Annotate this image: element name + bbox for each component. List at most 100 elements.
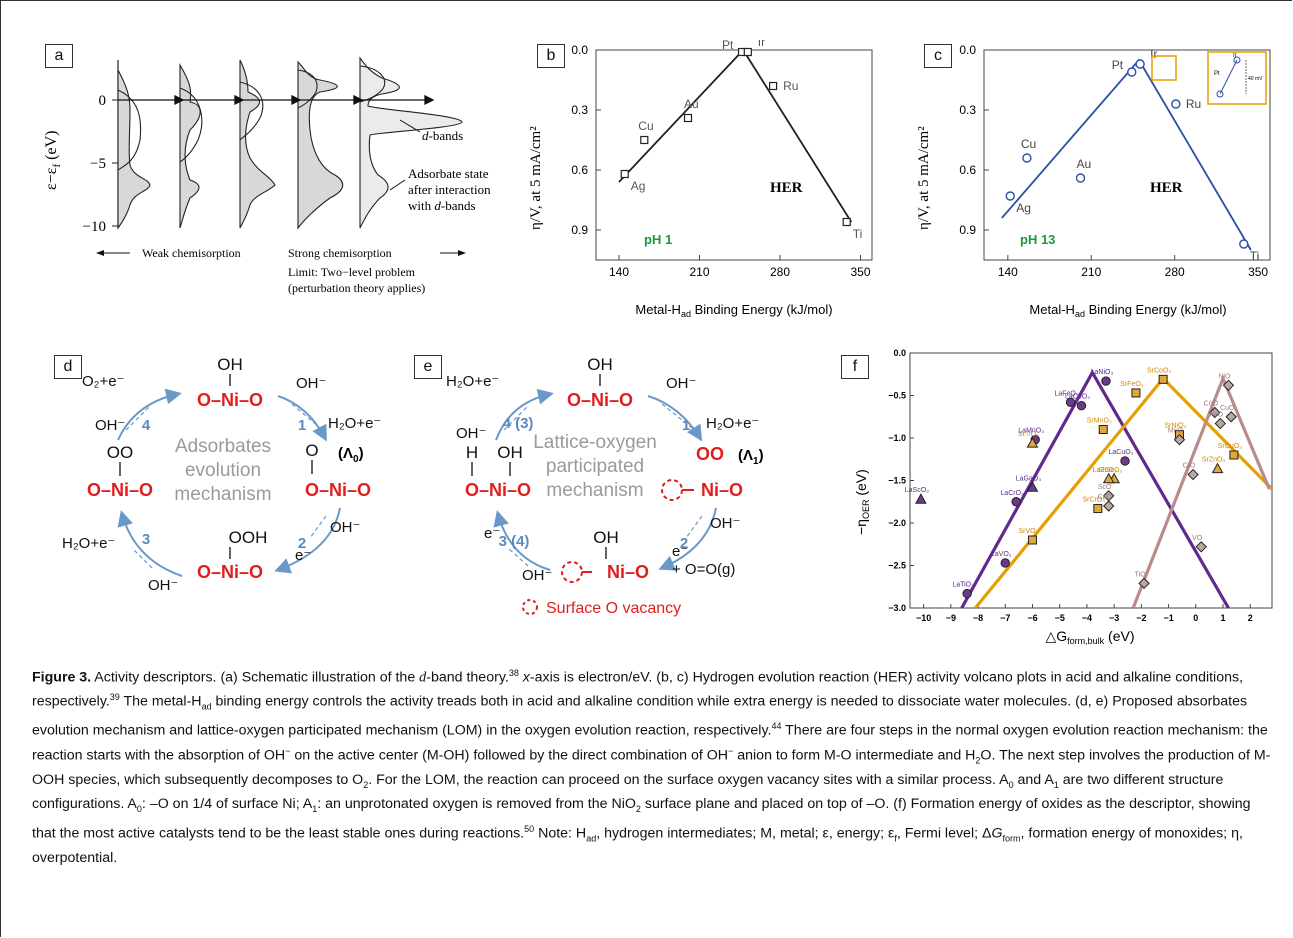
f-point-label-LaNiO₃: LaNiO₃ bbox=[1091, 369, 1114, 376]
panel-f-ylabel: −ηOER (eV) bbox=[853, 469, 871, 535]
f-point-label-LaZnO₃: LaZnO₃ bbox=[1093, 467, 1117, 474]
c-marks-ytick-label-1: 0.3 bbox=[959, 103, 976, 117]
f-xtick-label-9: −1 bbox=[1163, 613, 1173, 623]
f-point-SrMnO₃ bbox=[1098, 425, 1108, 434]
f-ytick-label-3: −1.5 bbox=[888, 476, 906, 486]
panel-f-chart: −ηOER (eV) △Gform,bulk (eV) −10 −9 −8 −7 −6−… bbox=[853, 348, 1273, 645]
f-point-label-CuO: CuO bbox=[1220, 405, 1235, 412]
panel-e-top-species: O–Ni–O bbox=[567, 390, 633, 410]
f-point-LaVO₃ bbox=[1000, 558, 1010, 568]
f-series-2-line-0 bbox=[1131, 374, 1271, 608]
panel-e-step-br: 2 bbox=[680, 535, 688, 552]
panel-d-reagent-br: e⁻ bbox=[295, 547, 311, 564]
f-point-LaCuO₃ bbox=[1120, 456, 1130, 466]
c-marks-point-label-Ti: Ti bbox=[1250, 249, 1260, 263]
f-point-label-LaCoO₃: LaCoO₃ bbox=[1065, 394, 1090, 401]
panel-e-reagent-rb: OH⁻ bbox=[710, 515, 740, 532]
panel-d-reagent-tl: O₂+e⁻ bbox=[82, 373, 125, 390]
f-point-CuO bbox=[1225, 411, 1237, 423]
f-point-LaScO₃ bbox=[915, 493, 927, 504]
panel-e-center-line3: mechanism bbox=[546, 480, 643, 501]
f-ytick-label-0: 0.0 bbox=[893, 348, 906, 358]
f-xtick-label-5: −5 bbox=[1055, 613, 1065, 623]
b-marks-ytick-label-1: 0.3 bbox=[571, 103, 588, 117]
panel-a-dband-schematic: 0 −5 −10 ε−εf(eV) d-bands Adsorbate stat… bbox=[43, 56, 491, 295]
c-marks-ytick-label-2: 0.6 bbox=[959, 163, 976, 177]
f-ytick-label-6: −3.0 bbox=[888, 603, 906, 613]
panel-d-center-line2: evolution bbox=[185, 460, 261, 481]
panel-c-inset-mv: 40 mV bbox=[1248, 76, 1263, 82]
f-point-LaCrO₃ bbox=[1011, 497, 1021, 507]
panel-d-arrow-4 bbox=[117, 388, 182, 441]
panel-e-bottom-nio: Ni–O bbox=[607, 562, 649, 582]
panel-d-label: d bbox=[54, 355, 82, 379]
f-point-label-LaMnO₃: LaMnO₃ bbox=[1018, 428, 1044, 435]
panel-d-right-o: O bbox=[305, 441, 318, 460]
f-point-CoO bbox=[1209, 406, 1221, 419]
c-marks-point-label-Cu: Cu bbox=[1021, 137, 1036, 151]
c-marks-point-Ti bbox=[1239, 239, 1249, 249]
panel-b-ph-label: pH 1 bbox=[644, 232, 672, 247]
b-marks-ytick-label-3: 0.9 bbox=[571, 223, 588, 237]
panel-d-step-4: 4 bbox=[142, 417, 151, 434]
panel-d-bottom-species: O–Ni–O bbox=[197, 562, 263, 582]
panel-d-top-oh: OH bbox=[217, 355, 243, 374]
c-marks-xtick-label-3: 350 bbox=[1248, 265, 1268, 279]
panel-d-step-1: 1 bbox=[298, 417, 306, 434]
panel-b-reaction-label: HER bbox=[770, 180, 803, 196]
panel-d-lambda: (Λ0) bbox=[338, 445, 364, 465]
f-xtick-label-10: 0 bbox=[1193, 613, 1198, 623]
panel-e-legend-vacancy-text: Surface O vacancy bbox=[546, 600, 681, 617]
f-xtick-label-3: −7 bbox=[1000, 613, 1010, 623]
panel-e-vacancy-bottom bbox=[561, 561, 583, 583]
b-marks-point-label-Pt: Pt bbox=[722, 40, 734, 52]
panel-e-bottom-oh: OH bbox=[593, 528, 619, 547]
panel-e-reagent-rt: H₂O+e⁻ bbox=[706, 415, 759, 432]
panel-c-inset-line bbox=[1219, 59, 1238, 95]
c-marks-point-Au bbox=[1075, 173, 1086, 183]
f-point-SrVO₃ bbox=[1027, 535, 1037, 545]
f-point-label-ScO: ScO bbox=[1098, 484, 1112, 491]
f-point-FeO bbox=[1214, 417, 1226, 430]
f-point-MnO bbox=[1173, 433, 1186, 446]
b-marks-point-label-Ir: Ir bbox=[758, 40, 765, 49]
b-marks-xtick-label-3: 350 bbox=[850, 265, 870, 279]
panel-e-right-oo: OO bbox=[696, 444, 724, 464]
c-marks-xtick-label-2: 280 bbox=[1165, 265, 1185, 279]
panel-e-vacancy-right bbox=[661, 479, 683, 501]
b-marks-point-label-Cu: Cu bbox=[638, 119, 653, 133]
f-point-label-VO: VO bbox=[1192, 535, 1203, 542]
f-point-label-LaCrO₃: LaCrO₃ bbox=[1000, 490, 1024, 497]
b-marks-volcano-line bbox=[618, 48, 853, 223]
panel-b-ylabel: η/V, at 5 mA/cm² bbox=[528, 126, 544, 230]
f-xtick-label-0: −10 bbox=[916, 613, 931, 623]
f-point-SrCoO₃ bbox=[1158, 374, 1168, 384]
f-point-label-LaVO₃: LaVO₃ bbox=[991, 551, 1012, 558]
panel-e-step-tl: 4 (3) bbox=[503, 415, 534, 432]
panel-c-ylabel: η/V, at 5 mA/cm² bbox=[916, 126, 932, 230]
b-marks-xtick-label-2: 280 bbox=[770, 265, 790, 279]
panel-a-dbands-annotation: d-bands bbox=[422, 128, 463, 143]
panel-c-inset-ir-point bbox=[1233, 56, 1241, 64]
f-point-label-TiO: TiO bbox=[1135, 571, 1147, 578]
f-point-LaCoO₃ bbox=[1076, 401, 1087, 411]
panel-e-lom-cycle: O–Ni–O Ni–O Ni–O O–Ni–O OO OH OH H OH (Λ… bbox=[446, 355, 764, 617]
panel-e-left-species: O–Ni–O bbox=[465, 480, 531, 500]
c-marks-xtick-label-1: 210 bbox=[1081, 265, 1101, 279]
panel-c-xlabel: Metal-Had Binding Energy (kJ/mol) bbox=[1029, 302, 1226, 319]
panel-a-strong-label: Strong chemisorption bbox=[288, 246, 392, 260]
panel-c-plot-frame bbox=[983, 49, 1271, 261]
f-xtick-label-11: 1 bbox=[1220, 613, 1225, 623]
panel-e-top-oh: OH bbox=[587, 355, 613, 374]
panel-a-ytick-0: 0 bbox=[99, 93, 107, 109]
panel-a-label: a bbox=[45, 44, 73, 68]
panel-d-step-2: 2 bbox=[298, 535, 306, 552]
f-point-SrFeO₃ bbox=[1131, 388, 1141, 398]
f-xtick-label-4: −6 bbox=[1027, 613, 1037, 623]
f-point-label-SrMnO₃: SrMnO₃ bbox=[1087, 418, 1112, 425]
panel-b-plot-frame bbox=[595, 49, 873, 261]
f-point-label-SrGeO₃: SrGeO₃ bbox=[1098, 467, 1123, 474]
b-marks-point-label-Ag: Ag bbox=[631, 179, 646, 193]
f-point-LaZnO₃ bbox=[1102, 472, 1115, 484]
panel-e-right-nio: Ni–O bbox=[701, 480, 743, 500]
